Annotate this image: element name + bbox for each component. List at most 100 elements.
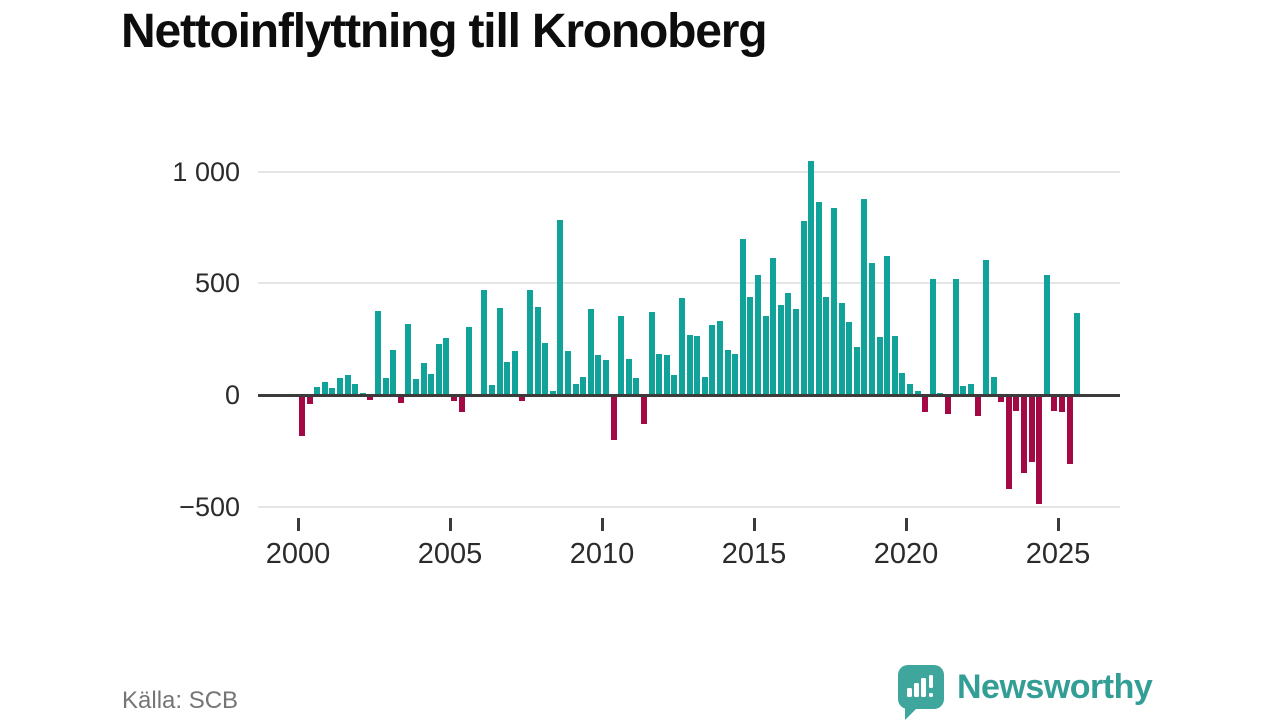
chart-title: Nettoinflyttning till Kronoberg xyxy=(121,5,768,58)
bar-2007-q2 xyxy=(519,396,526,401)
bar-2001-q1 xyxy=(329,388,336,395)
newsworthy-logo-icon xyxy=(898,665,944,720)
gridline--500 xyxy=(258,505,1120,508)
x-tick-label-2000: 2000 xyxy=(265,538,331,570)
bar-2006-q1 xyxy=(481,290,488,395)
bar-2023-q2 xyxy=(1005,396,1012,490)
bar-2003-q4 xyxy=(413,379,419,395)
bar-2019-q2 xyxy=(884,256,891,395)
bar-2023-q4 xyxy=(1021,396,1027,473)
bar-2009-q3 xyxy=(587,309,594,395)
logo-chart-bar-large xyxy=(921,678,926,697)
bar-2011-q1 xyxy=(633,378,640,395)
bar-2013-q1 xyxy=(694,335,701,395)
bar-2021-q3 xyxy=(952,278,959,395)
x-tick-label-2005: 2005 xyxy=(417,538,483,570)
bar-2020-q2 xyxy=(914,390,921,395)
x-tick-mark-2015 xyxy=(752,518,756,531)
bar-2011-q4 xyxy=(656,353,663,395)
x-tick-label-2010: 2010 xyxy=(569,538,635,570)
bar-2017-q3 xyxy=(831,208,837,395)
bar-2004-q2 xyxy=(428,373,435,395)
bar-2015-q1 xyxy=(755,275,761,395)
bar-2006-q3 xyxy=(496,307,503,395)
bar-2014-q3 xyxy=(739,238,746,395)
bar-2009-q1 xyxy=(572,383,579,395)
bar-2001-q3 xyxy=(344,374,351,395)
bar-2009-q4 xyxy=(595,354,602,395)
y-tick-label-500: 500 xyxy=(194,268,240,299)
bar-2015-q4 xyxy=(777,304,784,395)
x-tick-mark-2005 xyxy=(448,518,452,531)
bar-2022-q4 xyxy=(990,377,997,395)
bar-2015-q2 xyxy=(762,315,769,395)
bar-2018-q3 xyxy=(861,199,868,395)
logo-exclamation-dot xyxy=(928,692,933,697)
bar-2013-q3 xyxy=(709,324,716,395)
x-tick-mark-2025 xyxy=(1056,518,1060,531)
bar-2014-q2 xyxy=(732,353,739,395)
y-tick-label-0: 0 xyxy=(224,380,240,410)
bar-2021-q2 xyxy=(945,396,951,415)
bar-2012-q4 xyxy=(686,334,693,395)
bar-2020-q4 xyxy=(929,278,936,395)
x-tick-mark-2000 xyxy=(296,518,300,531)
bar-2020-q1 xyxy=(907,383,913,395)
bar-2023-q3 xyxy=(1013,396,1020,411)
bar-2002-q3 xyxy=(375,311,381,395)
bar-2001-q2 xyxy=(337,378,343,395)
bar-2012-q2 xyxy=(671,374,678,395)
bar-2006-q2 xyxy=(489,384,495,395)
x-axis-zero-line xyxy=(258,393,1120,397)
bar-2022-q2 xyxy=(975,396,982,416)
bar-2018-q4 xyxy=(869,263,875,395)
x-tick-mark-2020 xyxy=(904,518,908,531)
logo-chart-bar-small xyxy=(907,688,912,697)
bar-2012-q1 xyxy=(663,354,670,395)
bar-2008-q1 xyxy=(542,342,549,395)
bar-2011-q2 xyxy=(641,396,647,425)
logo-exclamation-bar xyxy=(928,675,933,688)
bar-2009-q2 xyxy=(580,377,587,395)
bar-2024-q4 xyxy=(1051,396,1058,411)
bar-2025-q3 xyxy=(1074,313,1081,395)
bar-2004-q3 xyxy=(435,343,442,395)
bar-2024-q3 xyxy=(1043,275,1050,395)
source-caption: Källa: SCB xyxy=(122,687,239,714)
bar-2007-q1 xyxy=(511,351,518,395)
bar-2002-q2 xyxy=(367,396,374,400)
bar-2016-q1 xyxy=(785,293,792,395)
bar-2025-q2 xyxy=(1066,396,1073,464)
bar-2023-q1 xyxy=(998,396,1005,403)
bar-2017-q1 xyxy=(815,201,822,395)
bar-2016-q3 xyxy=(800,220,807,395)
bar-2008-q2 xyxy=(549,390,556,395)
bar-2010-q4 xyxy=(625,359,632,395)
bar-2000-q2 xyxy=(306,396,313,405)
newsworthy-wordmark: Newsworthy xyxy=(957,667,1153,706)
bar-2014-q4 xyxy=(747,296,754,395)
bar-2013-q2 xyxy=(701,377,708,395)
bar-2022-q1 xyxy=(967,383,974,395)
bar-2005-q3 xyxy=(466,326,473,395)
bar-2007-q4 xyxy=(534,306,541,395)
bar-2010-q2 xyxy=(610,396,617,441)
bar-2004-q1 xyxy=(420,362,427,395)
bar-2012-q3 xyxy=(679,297,685,395)
bar-2008-q4 xyxy=(565,351,571,395)
bar-2000-q4 xyxy=(321,381,328,395)
bar-2005-q2 xyxy=(458,396,465,413)
bar-2006-q4 xyxy=(504,361,511,395)
bar-2019-q4 xyxy=(899,372,906,395)
bar-2004-q4 xyxy=(443,338,450,395)
x-tick-label-2020: 2020 xyxy=(873,538,939,570)
bar-2002-q4 xyxy=(382,378,389,395)
y-tick-label-1000: 1 000 xyxy=(172,156,240,187)
bar-2005-q1 xyxy=(451,396,457,401)
bar-2007-q3 xyxy=(527,290,533,395)
newsworthy-logo: Newsworthy xyxy=(898,665,1153,720)
bar-2008-q3 xyxy=(557,219,564,395)
bar-2015-q3 xyxy=(770,257,777,395)
logo-chart-bar-medium xyxy=(914,683,919,697)
bar-2014-q1 xyxy=(724,350,731,395)
